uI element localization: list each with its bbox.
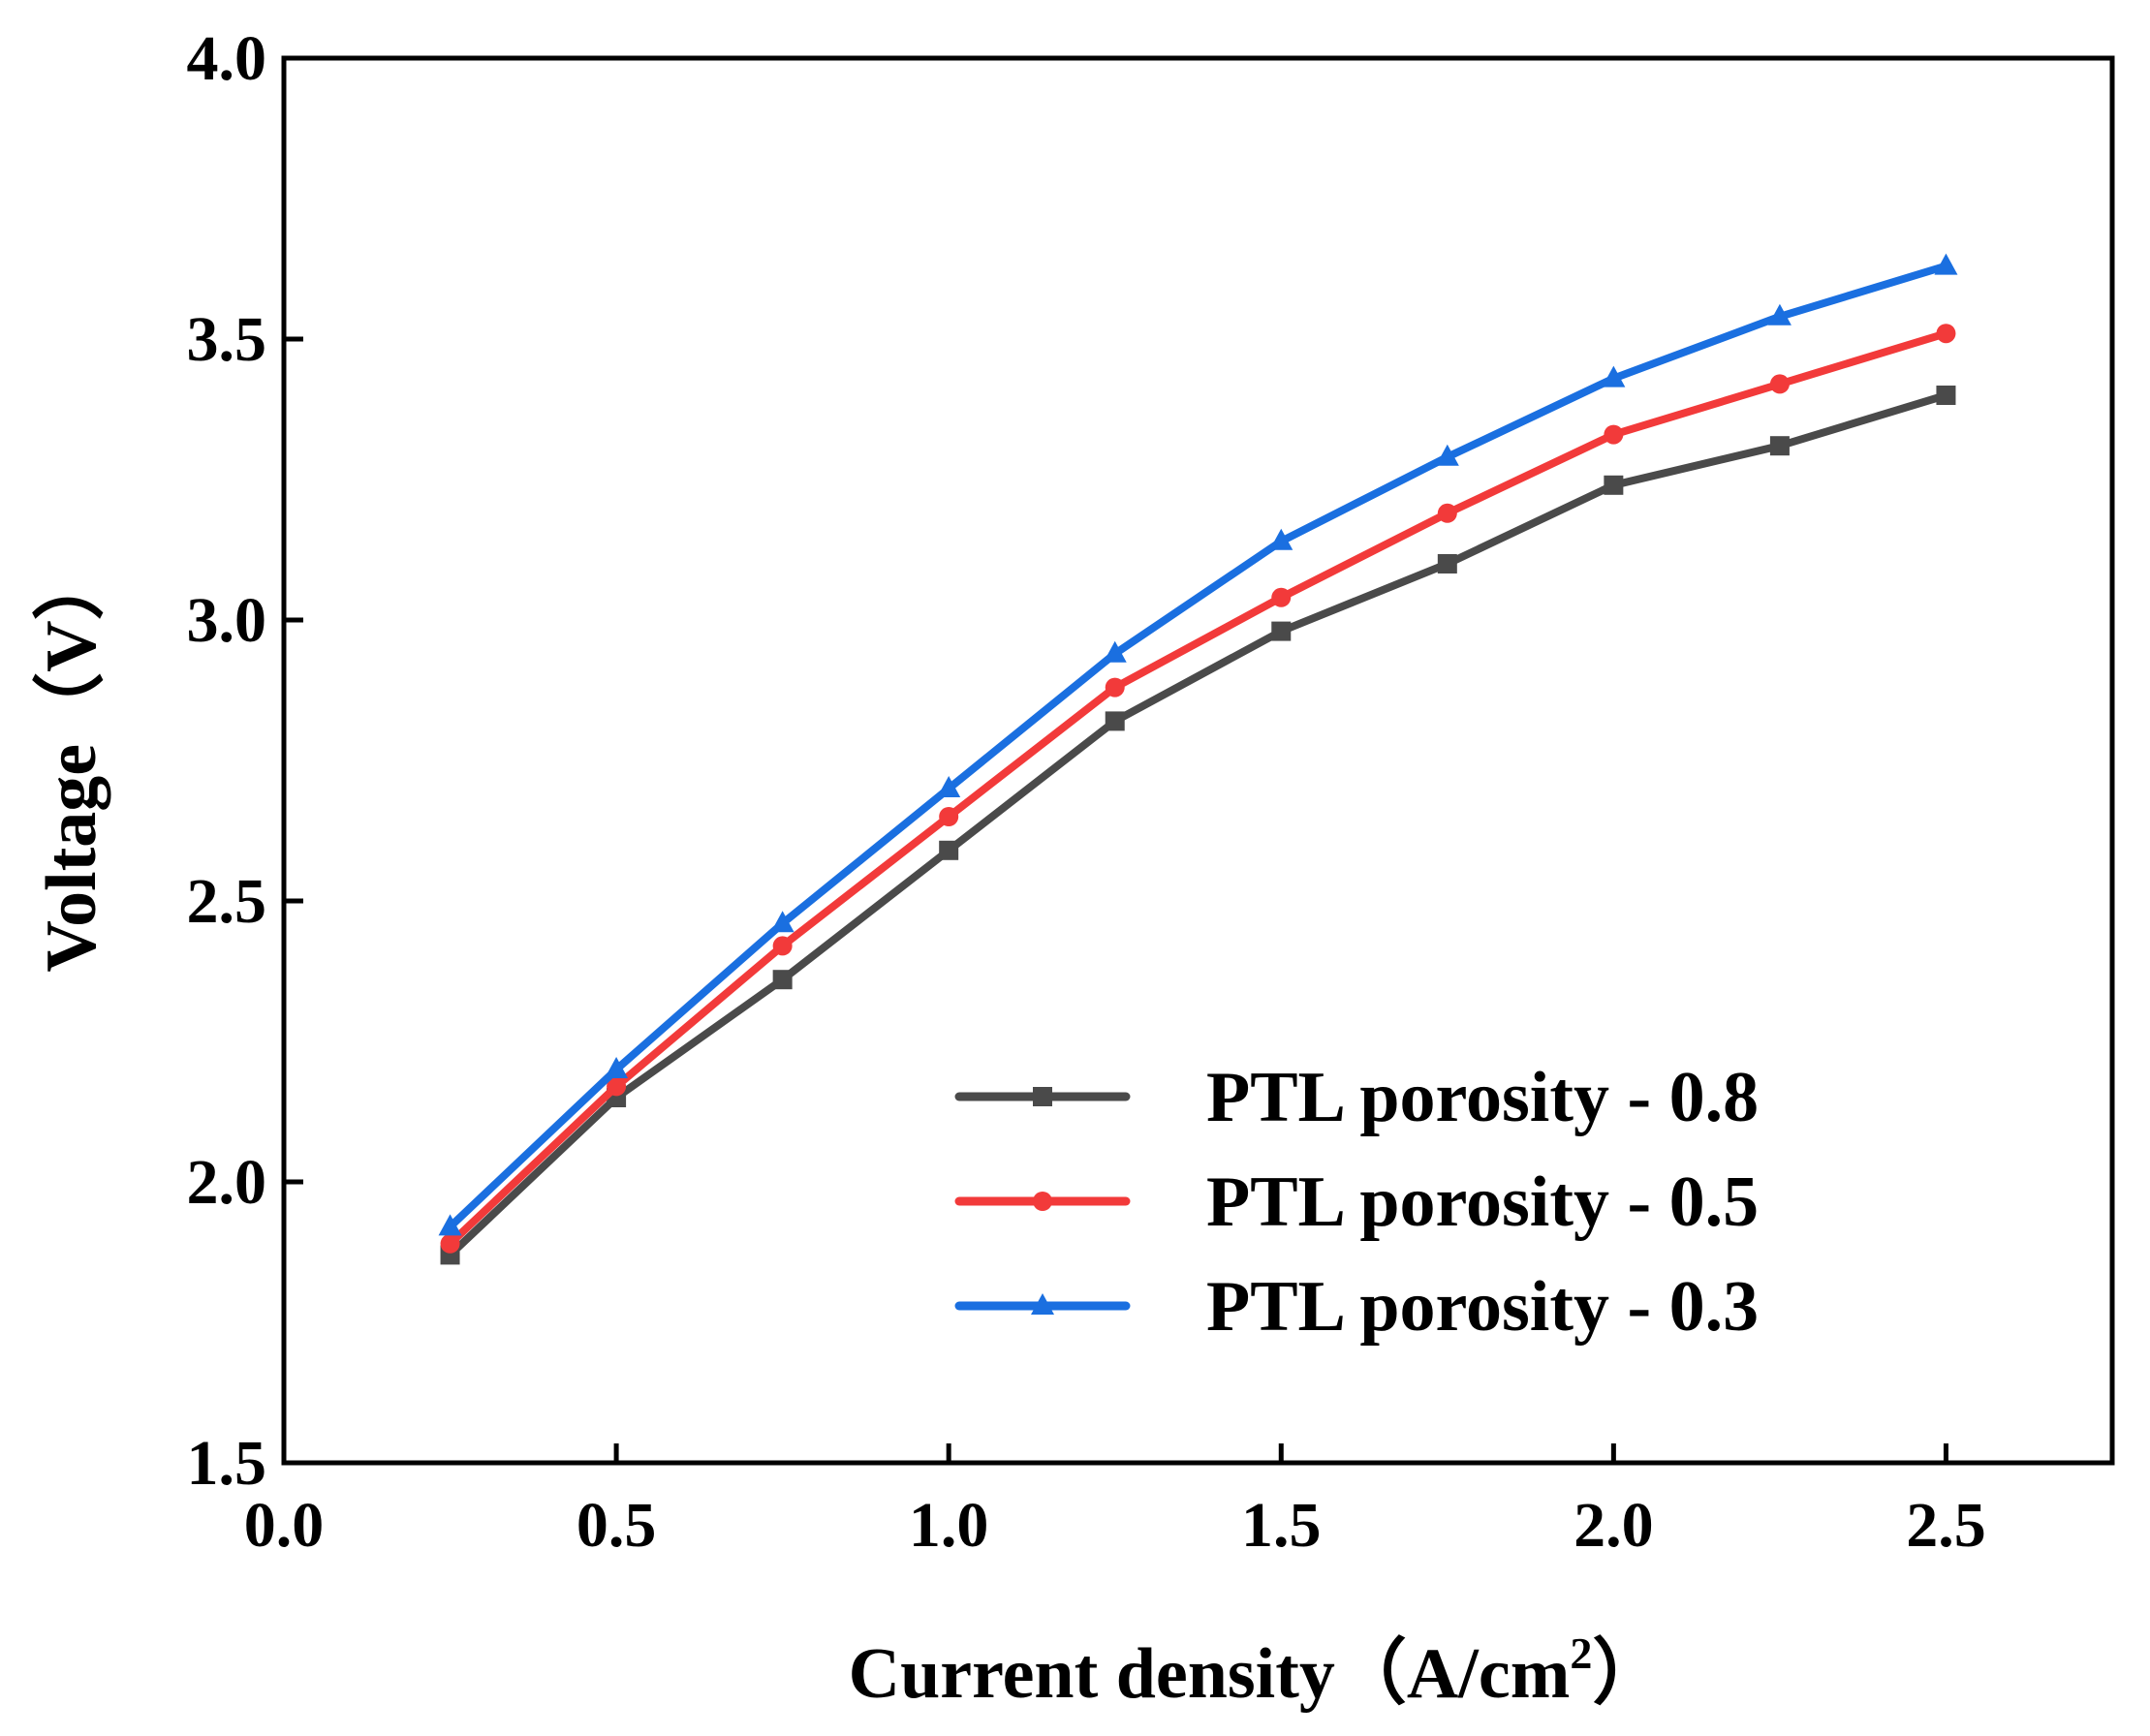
series-line-1	[446, 329, 1950, 1248]
y-tick-label: 3.0	[187, 585, 267, 656]
legend-label-2: PTL porosity - 0.3	[1206, 1267, 1759, 1347]
x-axis-title-end: ）	[1592, 1634, 1664, 1714]
legend-marker-1	[1033, 1192, 1052, 1211]
legend-marker-2	[1031, 1293, 1054, 1315]
series-2-point	[937, 776, 961, 797]
series-1-point	[1271, 587, 1292, 607]
y-tick-label: 3.5	[187, 304, 267, 375]
x-tick-label: 0.0	[244, 1490, 325, 1561]
series-2-point	[770, 911, 795, 933]
series-2-point	[1934, 253, 1958, 275]
series-0-point	[772, 970, 793, 990]
series-1-point	[1105, 677, 1125, 698]
y-tick-label: 2.0	[187, 1147, 267, 1218]
legend: PTL porosity - 0.8 PTL porosity - 0.5 PTL …	[954, 1058, 1759, 1347]
series-line-2	[446, 262, 1950, 1231]
series-1-point	[1769, 374, 1790, 394]
series-1-point	[607, 1076, 627, 1097]
series-0-point	[1604, 475, 1624, 495]
series-2-point	[1103, 640, 1127, 663]
series-1-point	[1604, 424, 1624, 445]
series-0-point	[1105, 711, 1125, 731]
series-2-point	[605, 1057, 629, 1078]
series-2-point	[438, 1214, 462, 1236]
series-1-point	[1936, 324, 1956, 344]
series-2-point	[1269, 528, 1293, 550]
legend-label-0: PTL porosity - 0.8	[1206, 1058, 1759, 1137]
x-axis-title: Current density（A/cm2）	[849, 1628, 1665, 1714]
series-line-0	[446, 391, 1950, 1259]
x-tick-label: 0.5	[576, 1490, 657, 1561]
y-tick-label: 4.0	[187, 23, 267, 94]
x-tick-label: 1.5	[1241, 1490, 1322, 1561]
series-0-point	[1437, 554, 1457, 574]
y-tick-label: 2.5	[187, 866, 267, 937]
plot-frame	[281, 55, 2115, 1466]
series-1-point	[1437, 503, 1457, 523]
series-1-point	[939, 807, 959, 826]
legend-marker-0	[1033, 1087, 1052, 1106]
series-0-point	[1936, 386, 1956, 405]
x-tick-label: 2.5	[1906, 1490, 1986, 1561]
series-1-point	[772, 936, 793, 956]
series-0-point	[1271, 621, 1292, 641]
y-axis-title: Voltage（V）	[32, 548, 111, 972]
series-0-point	[939, 840, 959, 860]
plot-area	[438, 253, 1958, 1265]
x-tick-label: 1.0	[909, 1490, 989, 1561]
x-tick-label: 2.0	[1574, 1490, 1654, 1561]
series-2-point	[1602, 365, 1626, 388]
x-axis-title-main: Current density（A/cm	[849, 1634, 1571, 1714]
axis-ticks: 0.0 0.5 1.0 1.5 2.0 2.5 1.5 2.0 2.5 3.0 3.5 4.0	[187, 23, 1986, 1561]
series-2-point	[1767, 303, 1792, 326]
y-tick-label: 1.5	[187, 1428, 267, 1499]
series-0-point	[1769, 436, 1790, 456]
x-axis-title-superscript: 2	[1570, 1628, 1592, 1678]
legend-label-1: PTL porosity - 0.5	[1206, 1162, 1759, 1242]
series-1-point	[440, 1233, 460, 1254]
series-2-point	[1435, 444, 1459, 466]
